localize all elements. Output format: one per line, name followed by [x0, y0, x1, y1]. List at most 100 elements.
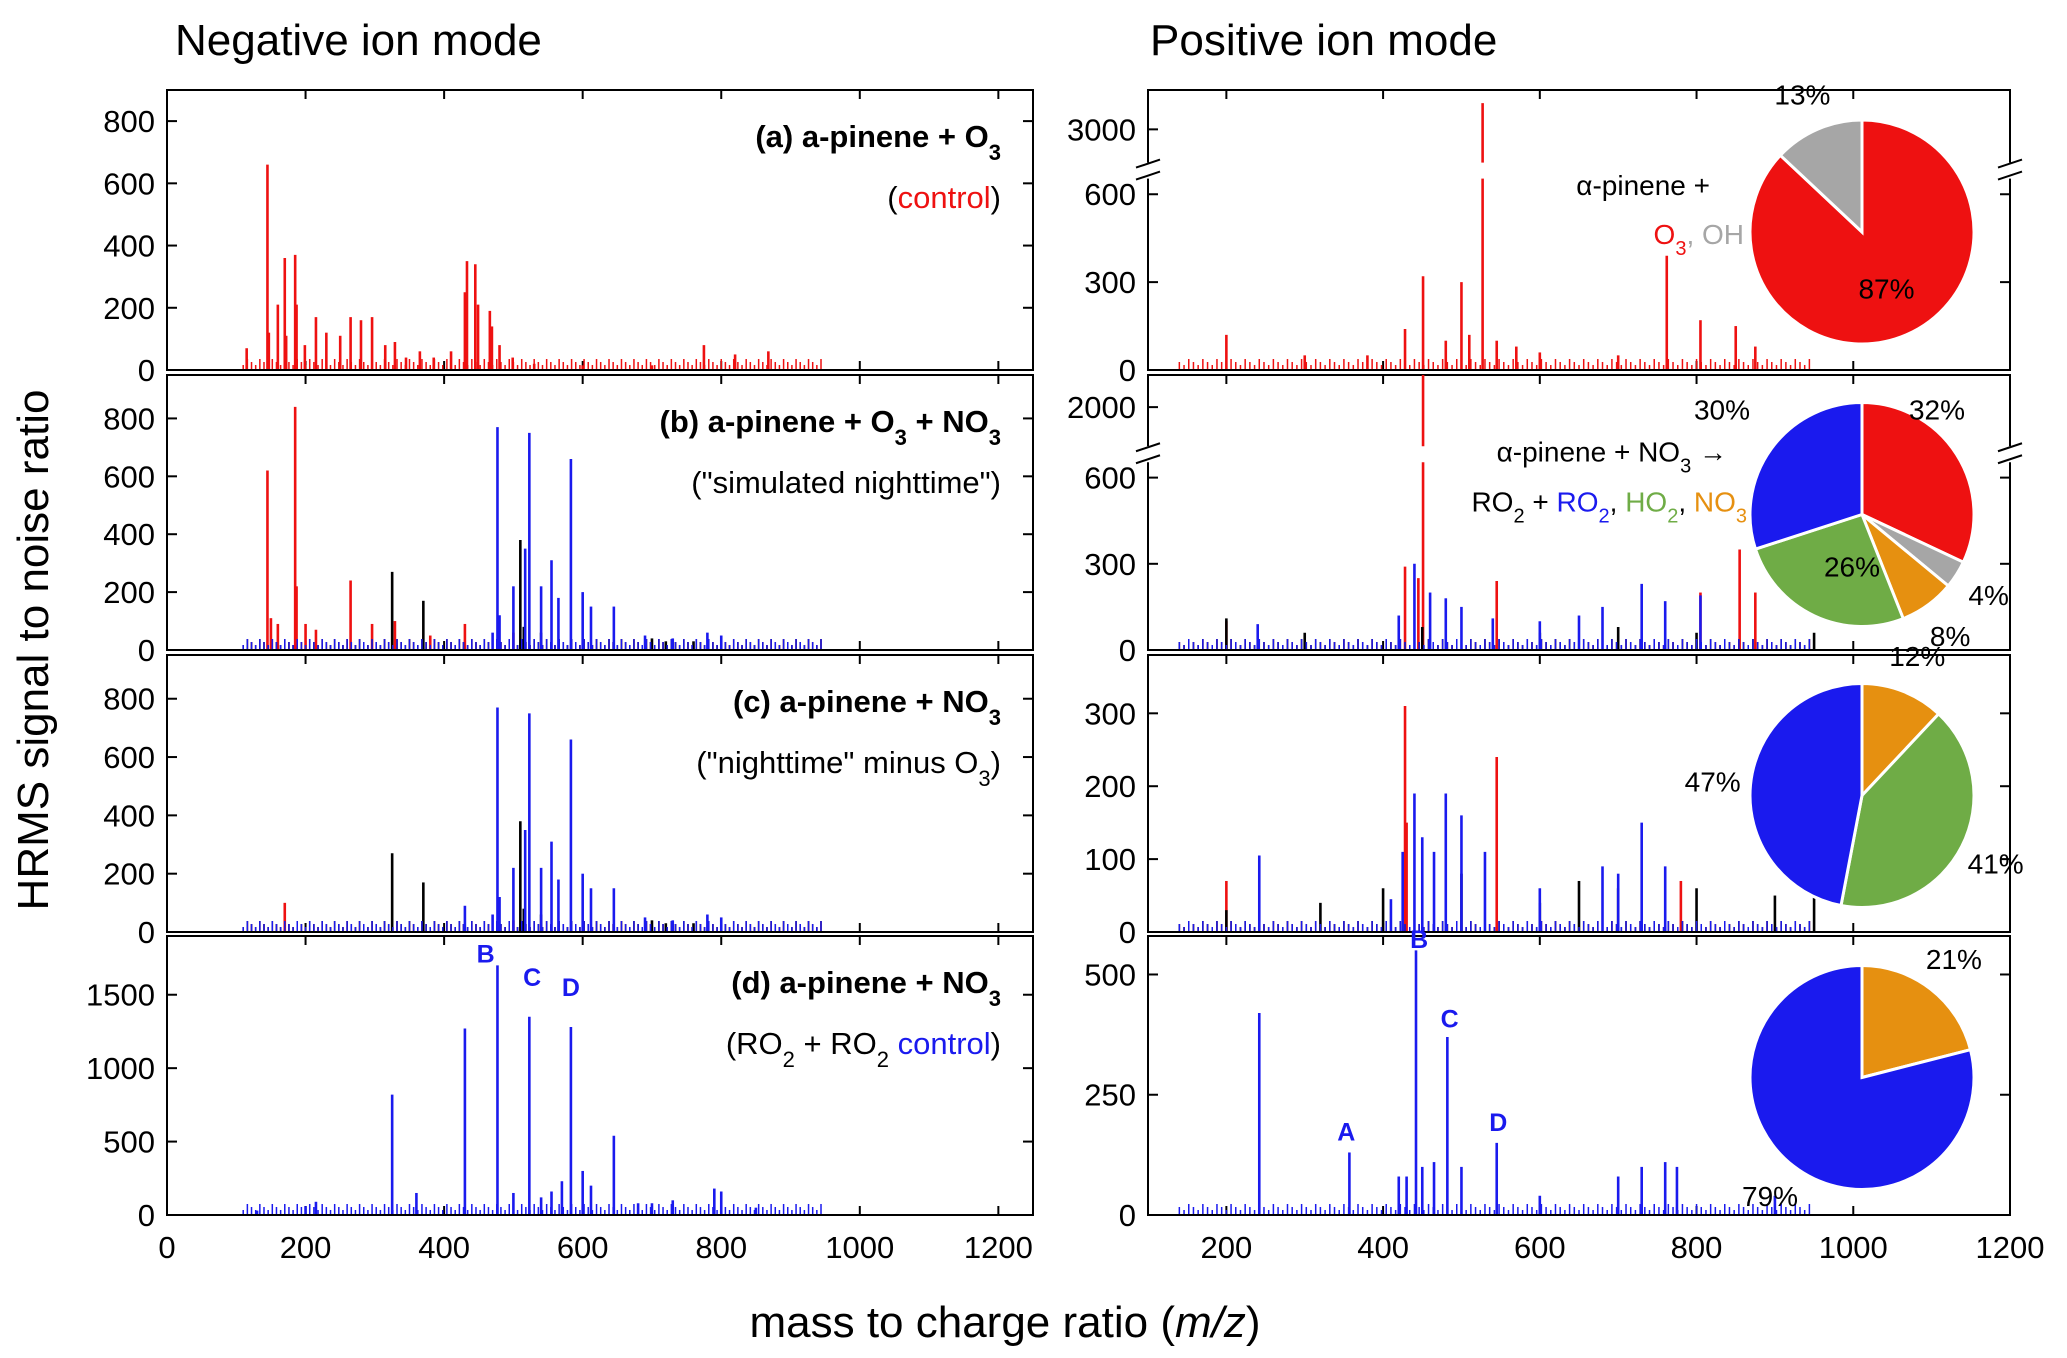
y-tick-label: 0	[138, 353, 155, 388]
panel-title: (a) a-pinene + O3	[755, 119, 1001, 165]
plot-frame	[1147, 654, 2011, 933]
y-tick-label: 400	[103, 229, 155, 264]
bar-break-gap	[1420, 446, 1427, 463]
y-tick-label: 0	[138, 915, 155, 950]
x-tick-label: 600	[1514, 1230, 1566, 1265]
y-tick-label: 200	[103, 857, 155, 892]
panel-title: (d) a-pinene + NO3	[731, 965, 1001, 1011]
peak-label: D	[1489, 1109, 1507, 1137]
panel-neg-d: 0 500 1000 1500 0 200 400 600 800 1000 1200 BC D (d) …	[86, 935, 1034, 1265]
y-tick-label: 3000	[1067, 112, 1136, 147]
x-tick-label: 600	[557, 1230, 609, 1265]
pie-legend-text: α-pinene +	[1576, 170, 1710, 201]
axis-break-mark	[1135, 170, 1161, 181]
text-span: →	[1691, 437, 1727, 468]
y-tick-label: 300	[1084, 547, 1136, 582]
series-RO2+RO2	[1178, 950, 1811, 1214]
plot-frame	[1147, 935, 2011, 1216]
pie-legend-text: RO2 + RO2, HO2, NO3	[1471, 487, 1747, 528]
y-tick-label: 100	[1084, 842, 1136, 877]
x-tick-label: 1200	[964, 1230, 1033, 1265]
pie-chart: 12% 41% 47%	[1685, 641, 2024, 909]
pie-chart: 21% 79%	[1742, 944, 1982, 1212]
x-tick-label: 400	[1357, 1230, 1409, 1265]
bar-break-gap	[1479, 162, 1486, 179]
y-tick-label: 400	[103, 517, 155, 552]
colored-text: control	[889, 1026, 991, 1061]
pie-label: 12%	[1889, 641, 1945, 672]
panel-title: (b) a-pinene + O3 + NO3	[660, 404, 1001, 450]
text-span: ("nighttime" minus O	[696, 745, 978, 780]
plot-frame	[166, 374, 1034, 651]
x-tick-label: 400	[418, 1230, 470, 1265]
y-tick-label: 250	[1084, 1078, 1136, 1113]
pie-label: 4%	[1968, 580, 2008, 611]
axis-break-mark	[1135, 454, 1161, 465]
colored-text: O	[1654, 219, 1676, 250]
y-tick-label: 500	[103, 1125, 155, 1160]
y-axis-label: HRMS signal to noise ratio	[9, 390, 58, 911]
plot-frame	[166, 89, 1034, 371]
colored-text: , OH	[1686, 219, 1744, 250]
series-O3	[1178, 706, 1811, 931]
y-tick-label: 600	[1084, 177, 1136, 212]
text-span: + RO	[795, 1026, 877, 1061]
subscript: 3	[1736, 506, 1747, 528]
pie-slice	[1860, 963, 1973, 1080]
plot-frame	[166, 654, 1034, 933]
text-span: α-pinene + NO	[1497, 437, 1681, 468]
series-other	[242, 821, 822, 931]
axis-break-mark	[1997, 158, 2023, 169]
colored-text: ,	[1678, 487, 1694, 518]
series-RO2+RO2	[242, 707, 822, 931]
y-tick-label: 0	[1119, 633, 1136, 668]
pie-slice	[1839, 711, 1976, 909]
colored-text: HO	[1625, 487, 1667, 518]
y-tick-label: 300	[1084, 696, 1136, 731]
pie-slice	[1748, 681, 1864, 908]
subscript: 2	[877, 1047, 889, 1072]
pie-label: 30%	[1694, 395, 1750, 426]
subscript: 3	[1680, 456, 1691, 478]
y-tick-label: 0	[138, 1198, 155, 1233]
pie-label: 41%	[1968, 849, 2024, 880]
axis-break-mark	[1997, 170, 2023, 181]
text-span: (a) a-pinene + O	[755, 119, 988, 154]
panel-subtitle: (control)	[887, 180, 1001, 215]
pie-label: 79%	[1742, 1181, 1798, 1212]
series-RO2 mix	[1178, 563, 1811, 649]
x-tick-label: 1000	[1819, 1230, 1888, 1265]
subscript: 2	[1513, 506, 1524, 528]
y-tick-label: 0	[1119, 915, 1136, 950]
series-O3 products	[242, 164, 822, 369]
series-RO2+RO2	[242, 965, 822, 1214]
series-other	[242, 540, 822, 649]
panel-pos-d: 0 250 500 200 400 600 800 1000 1200 A B C D 21% 79%	[1084, 926, 2044, 1265]
series-O3	[242, 406, 822, 649]
y-tick-label: 600	[103, 166, 155, 201]
y-tick-label: 200	[1084, 769, 1136, 804]
pie-label: 21%	[1926, 944, 1982, 975]
subscript: 3	[1675, 238, 1686, 260]
colored-text: NO	[1694, 487, 1736, 518]
y-tick-label: 800	[103, 401, 155, 436]
series-RO2+RO2	[242, 427, 822, 649]
pie-label: 13%	[1774, 79, 1830, 110]
y-tick-label: 1500	[86, 978, 155, 1013]
y-tick-label: 600	[1084, 461, 1136, 496]
pie-slice	[1860, 400, 1976, 565]
colored-text: RO	[1557, 487, 1599, 518]
pie-slice	[1753, 512, 1906, 628]
pie-slice	[1748, 963, 1976, 1191]
colored-text: +	[1525, 487, 1557, 518]
pie-legend-text: O3, OH	[1654, 219, 1744, 260]
pie-chart: 32%4%8%26%30%α-pinene + NO3 →RO2 + RO2, …	[1471, 395, 2008, 652]
pie-slice	[1778, 118, 1864, 236]
panel-subtitle: (RO2 + RO2 control)	[726, 1026, 1001, 1072]
y-tick-label: 500	[1084, 957, 1136, 992]
pie-label: 87%	[1858, 274, 1914, 305]
x-tick-label: 1200	[1976, 1230, 2045, 1265]
